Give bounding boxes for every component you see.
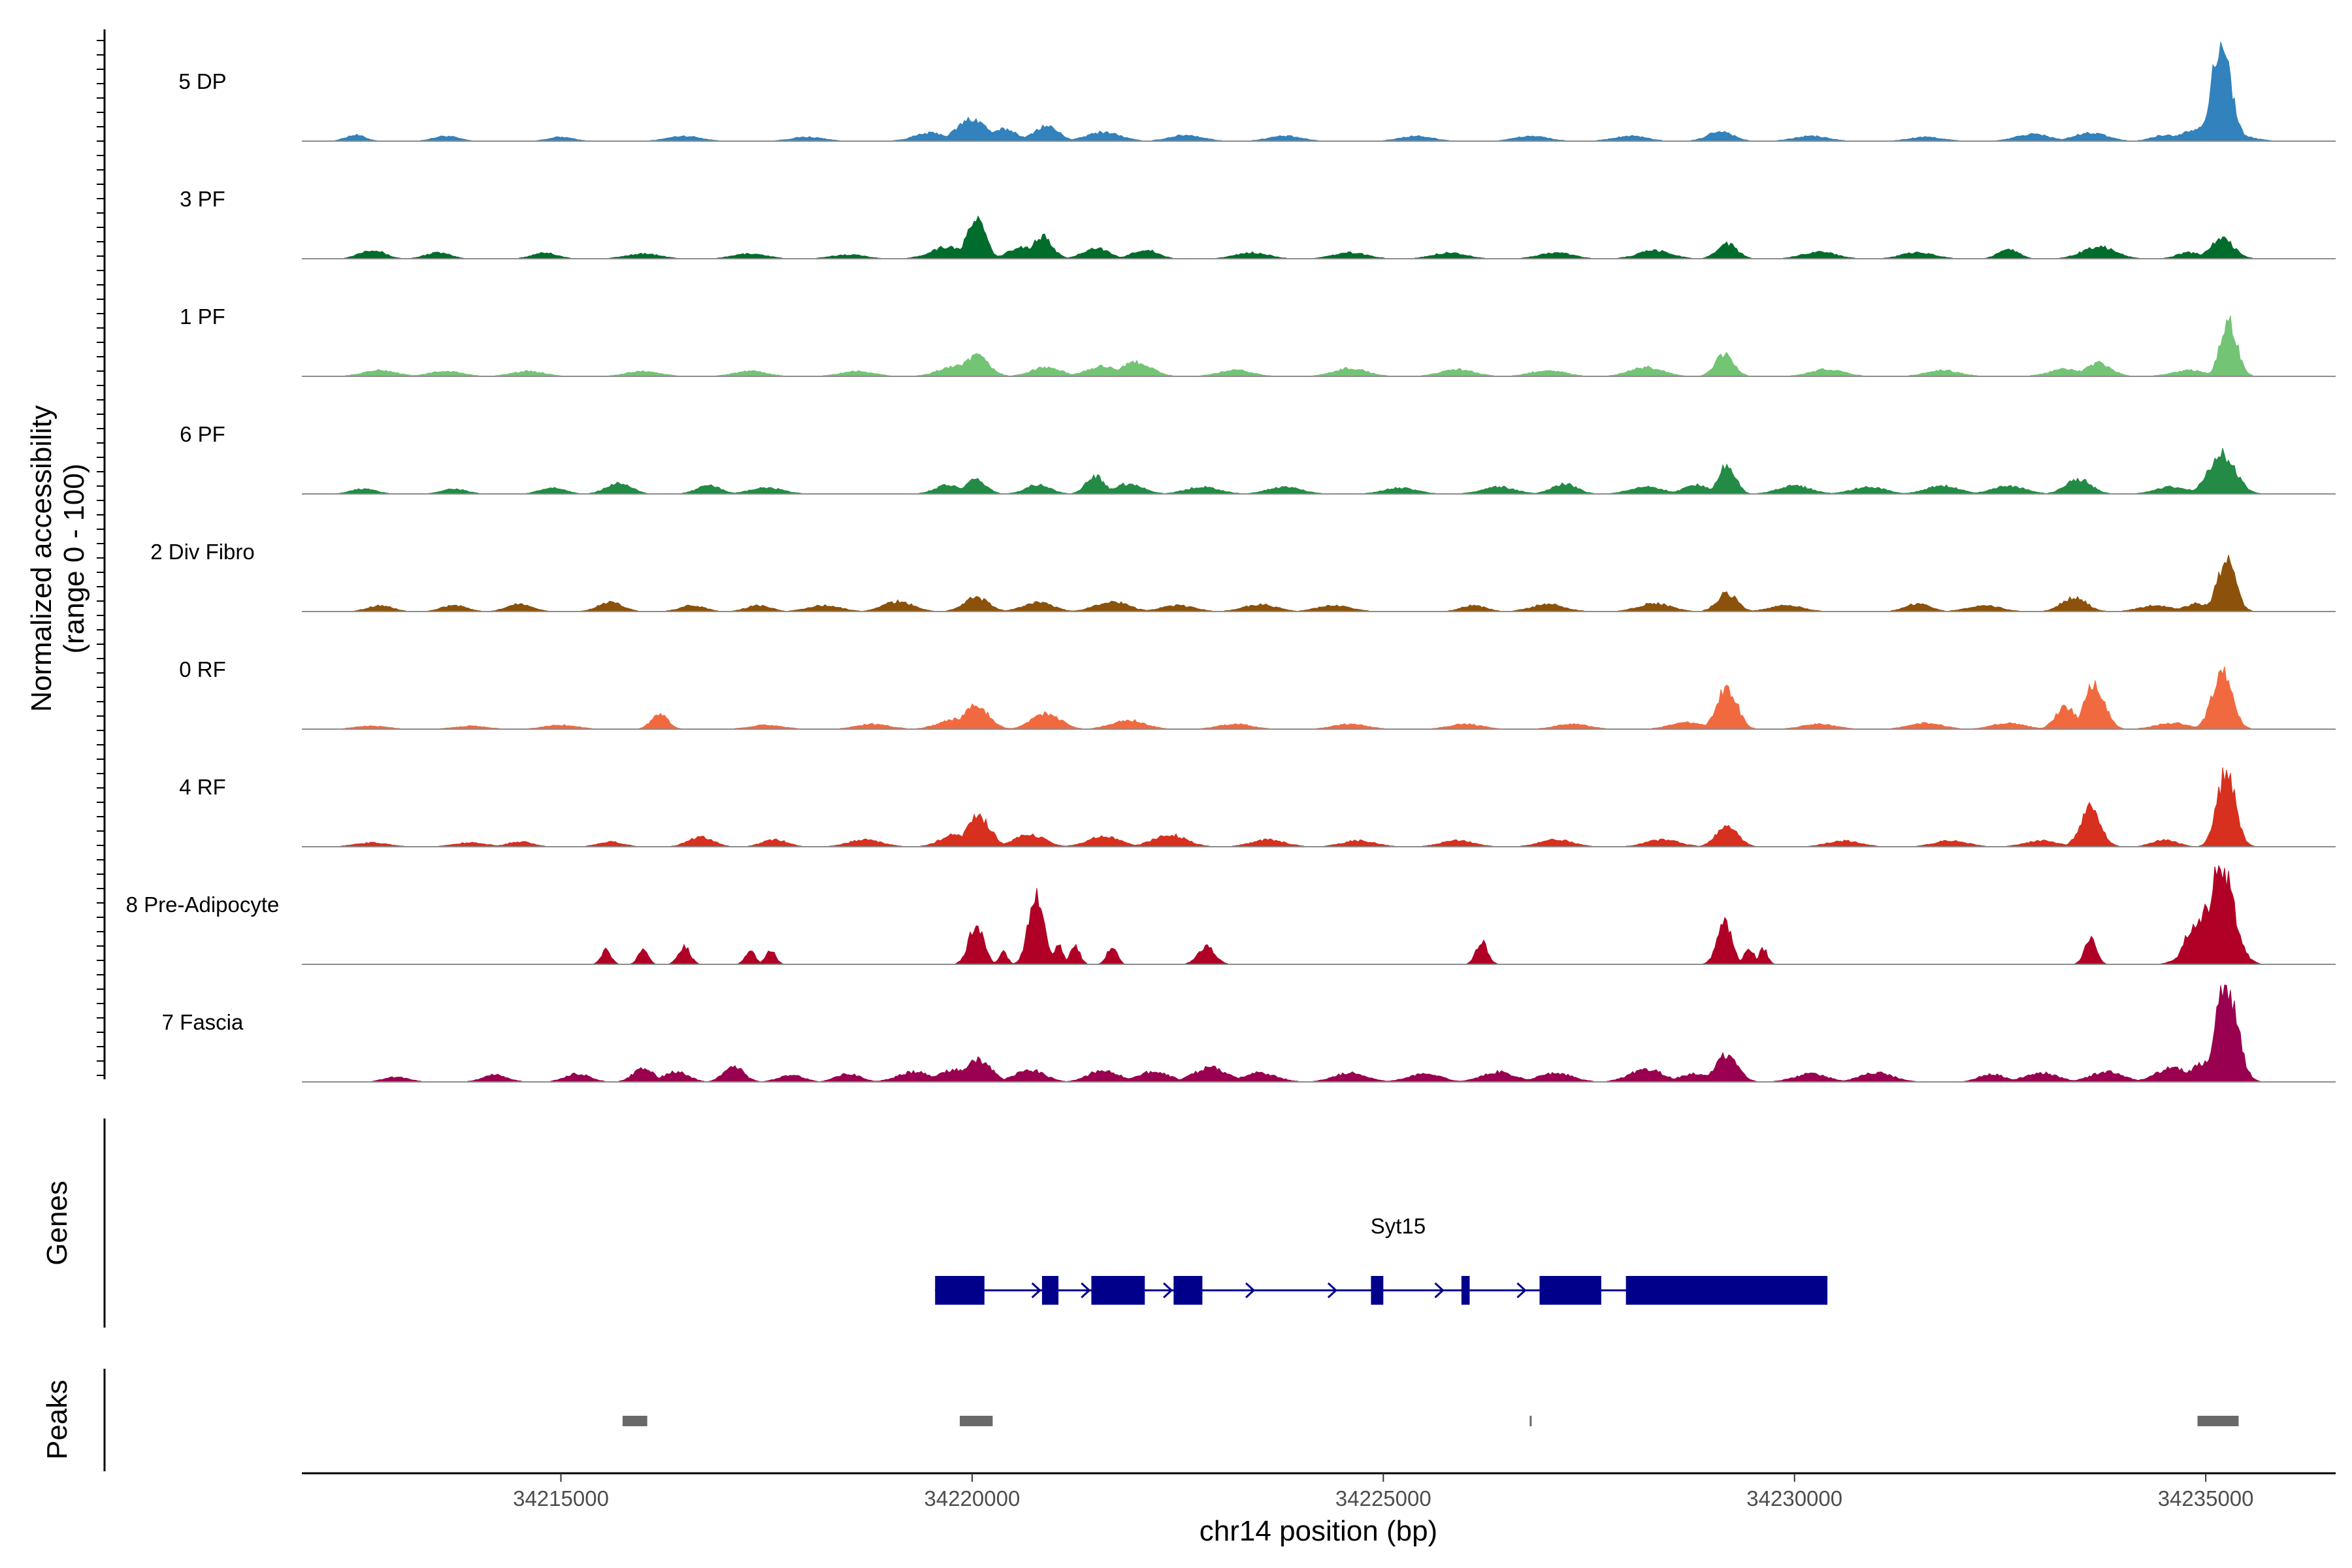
track-3-pf: 3 PF bbox=[180, 187, 2336, 259]
x-tick-label: 34235000 bbox=[2158, 1486, 2254, 1511]
x-tick-label: 34225000 bbox=[1335, 1486, 1431, 1511]
strand-arrow bbox=[1327, 1282, 1338, 1299]
coverage-y-title-line1: Normalized accessibility bbox=[25, 405, 57, 711]
gene-model bbox=[935, 1276, 1828, 1305]
coverage-area bbox=[302, 315, 2336, 377]
strand-arrow bbox=[1434, 1282, 1445, 1299]
peak-region bbox=[622, 1416, 647, 1426]
gene-exon bbox=[1041, 1276, 1059, 1305]
coverage-tracks: 5 DP 3 PF 1 PF 6 PF 2 Div Fibro 0 RF 4 RF 8 Pre… bbox=[126, 41, 2336, 1083]
x-tick-label: 34230000 bbox=[1746, 1486, 1842, 1511]
track-5-dp: 5 DP bbox=[178, 41, 2336, 142]
peak-region bbox=[960, 1416, 993, 1426]
track-6-pf: 6 PF bbox=[180, 422, 2336, 495]
coverage-y-ticks bbox=[97, 40, 105, 1076]
gene-exon bbox=[1091, 1276, 1145, 1305]
coverage-area bbox=[302, 448, 2336, 495]
track-7-fascia: 7 Fascia bbox=[162, 985, 2336, 1083]
track-label: 4 RF bbox=[179, 775, 226, 799]
coverage-area bbox=[302, 215, 2336, 259]
gene-label-syt15: Syt15 bbox=[1371, 1214, 1426, 1238]
track-2-div-fibro: 2 Div Fibro bbox=[150, 540, 2336, 612]
track-label: 5 DP bbox=[178, 69, 226, 93]
coverage-area bbox=[302, 41, 2336, 142]
strand-arrow bbox=[1245, 1282, 1256, 1299]
x-axis-ticks: 34215000 34220000 34225000 34230000 34235000 bbox=[513, 1473, 2254, 1511]
x-axis-title: chr14 position (bp) bbox=[1200, 1515, 1437, 1547]
track-label: 1 PF bbox=[180, 304, 225, 329]
coverage-y-title-line2: (range 0 - 100) bbox=[58, 463, 90, 653]
coverage-area bbox=[302, 666, 2336, 730]
track-1-pf: 1 PF bbox=[180, 304, 2336, 377]
gene-exon bbox=[1539, 1276, 1601, 1305]
strand-arrow bbox=[1163, 1282, 1173, 1299]
gene-exon bbox=[1173, 1276, 1203, 1305]
strand-arrow bbox=[1081, 1282, 1091, 1299]
track-label: 7 Fascia bbox=[162, 1010, 244, 1034]
coverage-area bbox=[302, 555, 2336, 612]
track-4-rf: 4 RF bbox=[179, 767, 2336, 847]
peak-region bbox=[1529, 1416, 1532, 1426]
peak-region bbox=[2197, 1416, 2239, 1426]
strand-arrow bbox=[1516, 1282, 1527, 1299]
coverage-area bbox=[302, 864, 2336, 965]
track-label: 3 PF bbox=[180, 187, 225, 211]
track-label: 6 PF bbox=[180, 422, 225, 446]
track-label: 0 RF bbox=[179, 657, 226, 681]
x-tick-label: 34215000 bbox=[513, 1486, 609, 1511]
strand-arrow bbox=[1031, 1282, 1041, 1299]
coverage-area bbox=[302, 985, 2336, 1083]
genes-y-title: Genes bbox=[41, 1181, 73, 1266]
gene-exon bbox=[935, 1276, 985, 1305]
track-label: 2 Div Fibro bbox=[150, 540, 255, 564]
track-0-rf: 0 RF bbox=[179, 657, 2336, 730]
track-label: 8 Pre-Adipocyte bbox=[126, 892, 280, 917]
gene-exon bbox=[1371, 1276, 1384, 1305]
gene-exon bbox=[1461, 1276, 1470, 1305]
peaks-y-title: Peaks bbox=[41, 1380, 73, 1460]
track-8-pre-adipocyte: 8 Pre-Adipocyte bbox=[126, 864, 2336, 965]
peak-regions bbox=[622, 1416, 2239, 1426]
gene-exon bbox=[1625, 1276, 1828, 1305]
x-tick-label: 34220000 bbox=[924, 1486, 1021, 1511]
coverage-area bbox=[302, 767, 2336, 847]
